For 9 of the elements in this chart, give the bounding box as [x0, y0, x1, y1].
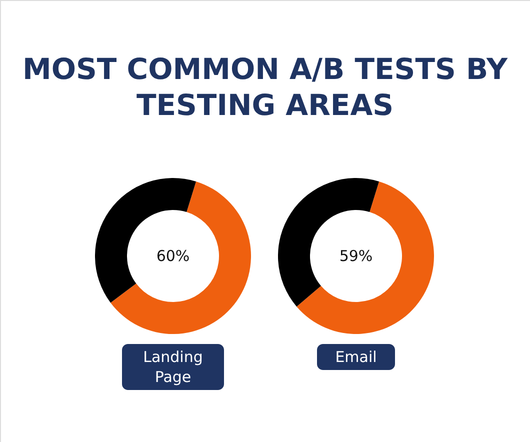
- donut-slice: [296, 181, 434, 334]
- text: Landing Page: [143, 348, 203, 386]
- text: Email: [335, 348, 377, 366]
- text: MOST COMMON A/B TESTS BY TESTING AREAS: [22, 52, 508, 122]
- donut-slice: [110, 181, 251, 334]
- donut-slice: [278, 178, 380, 307]
- donut-slice: [95, 178, 196, 303]
- text: 59%: [339, 247, 373, 265]
- text: 60%: [156, 247, 190, 265]
